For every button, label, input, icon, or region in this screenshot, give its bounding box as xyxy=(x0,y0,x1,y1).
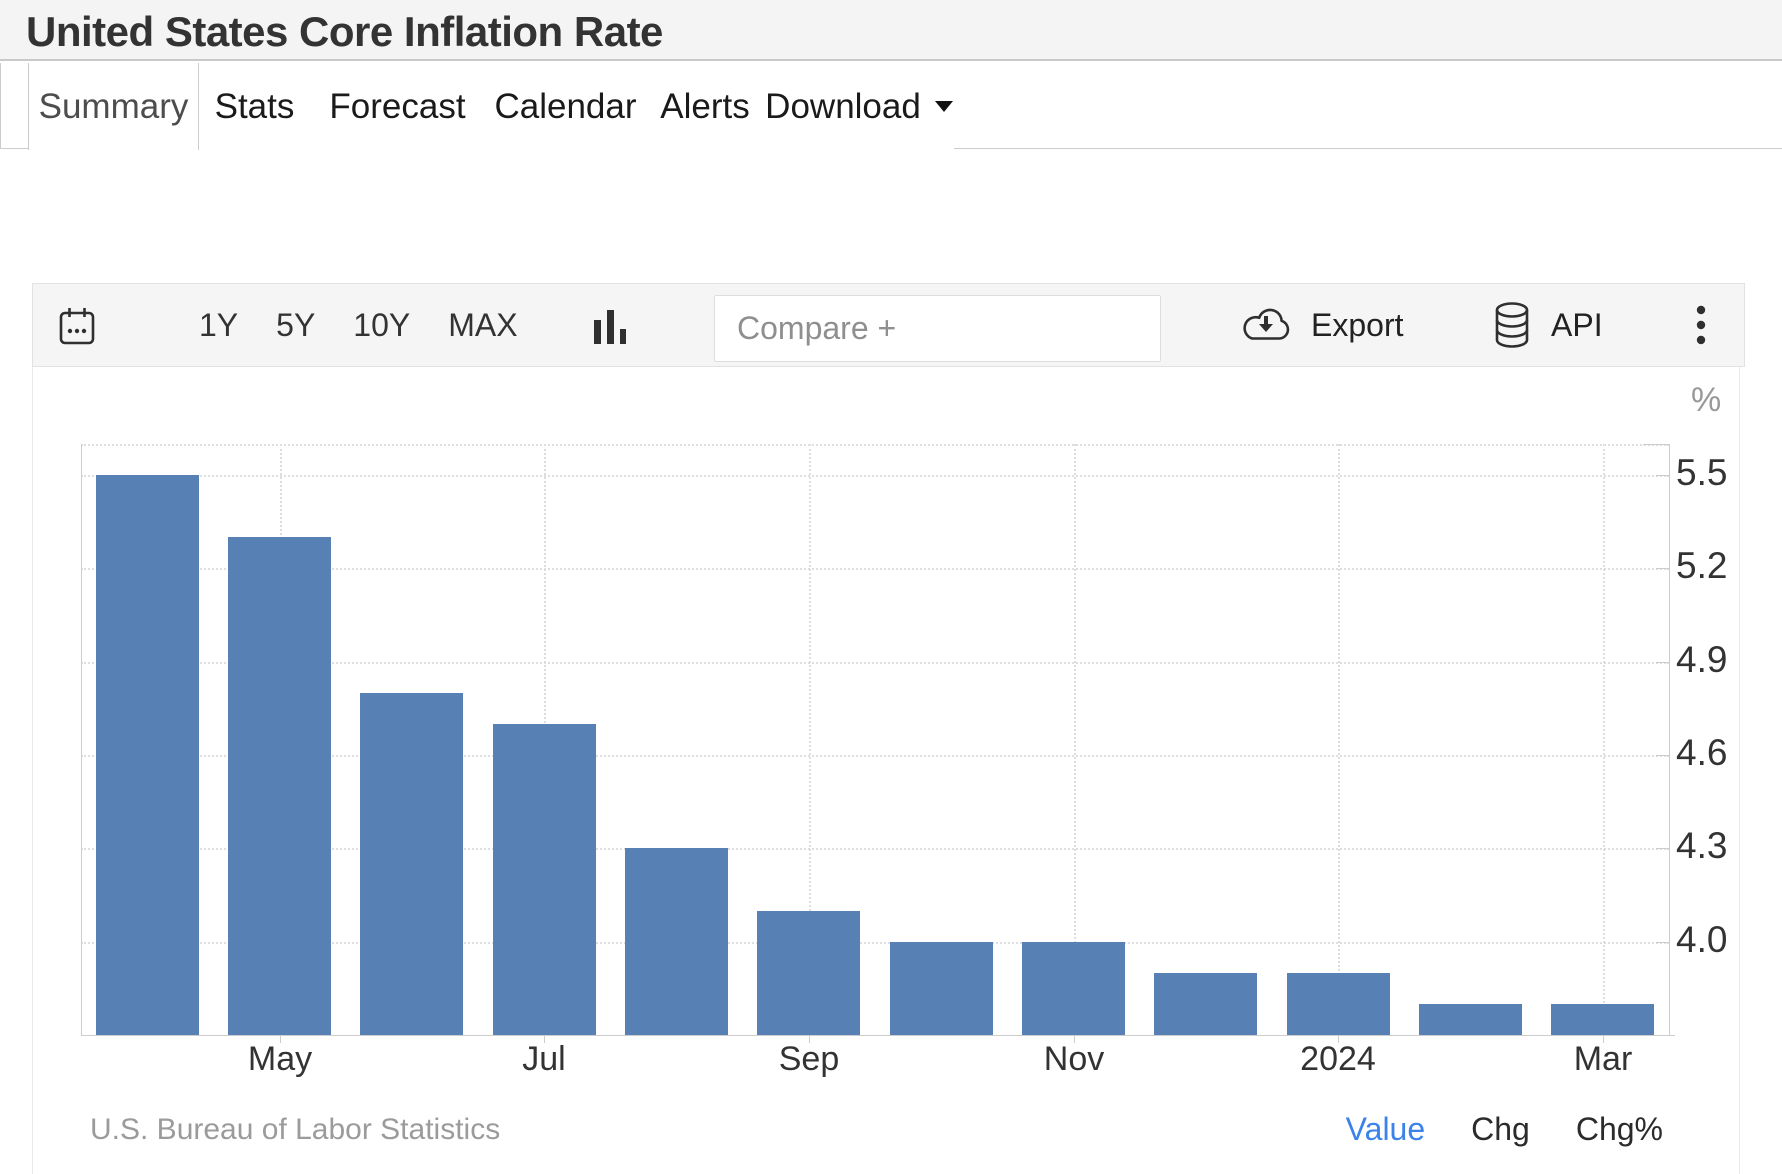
y-axis-tick-label: 4.9 xyxy=(1676,639,1728,680)
x-gridline xyxy=(1603,444,1605,1035)
tab-stats[interactable]: Stats xyxy=(199,63,310,150)
caret-down-icon xyxy=(934,101,953,112)
source-attribution: U.S. Bureau of Labor Statistics xyxy=(90,1113,501,1146)
bar-nov-2023[interactable] xyxy=(1022,942,1125,1035)
tab-calendar[interactable]: Calendar xyxy=(485,63,646,150)
tab-download[interactable]: Download xyxy=(764,63,954,150)
bar-sep-2023[interactable] xyxy=(757,911,860,1035)
x-axis-tick xyxy=(280,1035,281,1043)
y-gridline xyxy=(81,942,1669,944)
y-axis-tick-label: 4.6 xyxy=(1676,732,1728,773)
x-gridline xyxy=(809,444,811,1035)
bar-mar-2024[interactable] xyxy=(1551,1004,1654,1035)
mode-button-value[interactable]: Value xyxy=(1345,1111,1426,1147)
y-gridline xyxy=(81,848,1669,850)
mode-button-chgpct[interactable]: Chg% xyxy=(1575,1111,1663,1147)
y-axis-tick-label: 5.2 xyxy=(1676,545,1728,586)
range-button-10y[interactable]: 10Y xyxy=(353,306,411,343)
footer-mode-switcher: Value Chg Chg% xyxy=(33,1111,1663,1148)
x-axis-tick xyxy=(1074,1035,1075,1043)
tab-label: Alerts xyxy=(660,86,750,126)
range-button-1y[interactable]: 1Y xyxy=(199,306,239,343)
bar-aug-2023[interactable] xyxy=(625,848,728,1035)
export-button[interactable]: Export xyxy=(1239,284,1403,366)
x-axis-line xyxy=(81,1035,1675,1036)
export-label: Export xyxy=(1311,306,1404,343)
bar-feb-2024[interactable] xyxy=(1419,1004,1522,1035)
range-button-5y[interactable]: 5Y xyxy=(276,306,316,343)
cloud-download-icon xyxy=(1239,306,1293,344)
bar-dec-2023[interactable] xyxy=(1154,973,1257,1035)
mode-button-chg[interactable]: Chg xyxy=(1471,1111,1530,1147)
bar-apr-2023[interactable] xyxy=(96,475,199,1035)
y-axis-line-right xyxy=(1669,444,1670,1035)
calendar-icon[interactable] xyxy=(59,307,95,347)
x-axis-tick-label: 2024 xyxy=(1300,1040,1376,1078)
x-axis-tick-label: Jul xyxy=(522,1040,566,1078)
x-axis-tick-label: Sep xyxy=(778,1040,840,1078)
bar-jun-2023[interactable] xyxy=(360,693,463,1035)
y-axis-tick-label: 5.5 xyxy=(1676,452,1728,493)
api-label: API xyxy=(1551,306,1603,343)
y-axis-tick xyxy=(1656,568,1669,569)
y-gridline xyxy=(81,568,1669,570)
y-axis-top-tick xyxy=(1643,444,1669,445)
x-gridline xyxy=(1074,444,1076,1035)
y-axis-tick xyxy=(1656,662,1669,663)
tab-label: Summary xyxy=(38,86,189,126)
y-gridline xyxy=(81,662,1669,664)
api-button[interactable]: API xyxy=(1493,284,1603,366)
tab-bar-left-border xyxy=(0,63,1,149)
tab-label: Stats xyxy=(214,86,295,126)
y-axis-tick-label: 4.3 xyxy=(1676,825,1728,866)
y-gridline xyxy=(81,755,1669,757)
x-axis-tick xyxy=(1603,1035,1604,1043)
y-axis-line-left xyxy=(81,444,82,1035)
bar-may-2023[interactable] xyxy=(228,537,331,1035)
x-axis-tick-label: Nov xyxy=(1043,1040,1105,1078)
y-gridline xyxy=(81,475,1669,477)
x-axis-tick xyxy=(809,1035,810,1043)
tab-forecast[interactable]: Forecast xyxy=(310,63,485,150)
y-axis-tick xyxy=(1656,475,1669,476)
tab-alerts[interactable]: Alerts xyxy=(646,63,764,150)
x-axis-tick xyxy=(544,1035,545,1043)
page-title: United States Core Inflation Rate xyxy=(26,8,663,55)
tab-bar: Summary Stats Forecast Calendar Alerts Downlo… xyxy=(0,63,1782,150)
y-axis-tick-label: 4.0 xyxy=(1676,919,1728,960)
bar-oct-2023[interactable] xyxy=(890,942,993,1035)
header-bar: United States Core Inflation Rate xyxy=(0,0,1782,61)
x-axis-tick-label: Mar xyxy=(1573,1040,1633,1078)
tab-label: Download xyxy=(765,86,921,126)
x-gridline xyxy=(1338,444,1340,1035)
kebab-menu-icon[interactable] xyxy=(1695,284,1707,366)
chart-card: % 5.5 5.2 4.9 4.6 4.3 4.0 May Jul Sep Nov 2024 Mar … xyxy=(32,367,1740,1174)
tab-label: Calendar xyxy=(494,86,637,126)
x-axis-tick-label: May xyxy=(247,1040,313,1078)
database-icon xyxy=(1493,301,1531,349)
bar-jul-2023[interactable] xyxy=(493,724,596,1035)
plot-top-gridline xyxy=(81,444,1669,446)
tab-label: Forecast xyxy=(329,86,466,126)
chart-toolbar: 1Y 5Y 10Y MAX Export xyxy=(32,283,1745,367)
y-axis-tick xyxy=(1656,755,1669,756)
compare-input[interactable] xyxy=(714,295,1161,362)
bar-jan-2024[interactable] xyxy=(1287,973,1390,1035)
range-button-max[interactable]: MAX xyxy=(448,306,518,343)
tab-summary[interactable]: Summary xyxy=(28,63,199,150)
y-axis-tick xyxy=(1656,848,1669,849)
range-buttons: 1Y 5Y 10Y MAX xyxy=(199,284,518,366)
column-chart-type-icon[interactable] xyxy=(594,308,628,344)
y-axis-unit-label: % xyxy=(1691,381,1722,419)
y-axis-tick xyxy=(1656,942,1669,943)
x-axis-tick xyxy=(1338,1035,1339,1043)
